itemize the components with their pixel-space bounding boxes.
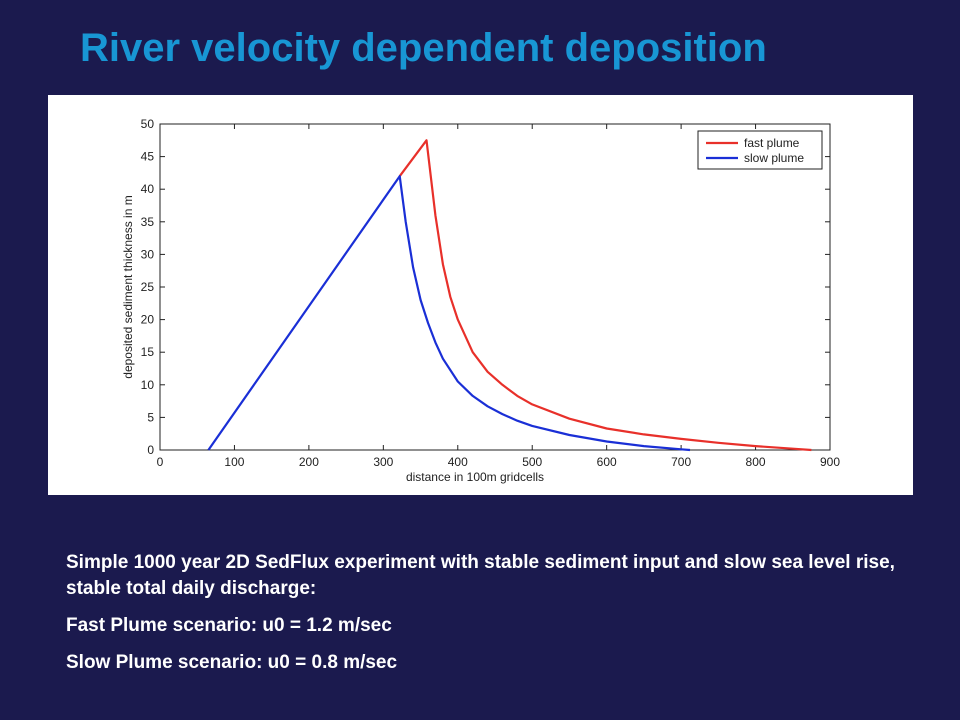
x-tick-label: 300	[373, 455, 393, 469]
x-tick-label: 500	[522, 455, 542, 469]
y-tick-label: 15	[141, 345, 155, 359]
y-tick-label: 20	[141, 313, 155, 327]
series-line-fast-plume	[398, 139, 812, 452]
experiment-description: Simple 1000 year 2D SedFlux experiment w…	[66, 552, 895, 599]
y-tick-label: 10	[141, 378, 155, 392]
x-tick-label: 400	[448, 455, 468, 469]
axes: 0 100 200 300 400 500 600 700 800 900 0 5 10 15 20 25 30…	[141, 117, 841, 469]
slow-plume-scenario: Slow Plume scenario: u0 = 0.8 m/sec	[66, 652, 398, 673]
y-axis-label: deposited sediment thickness in m	[121, 195, 135, 378]
y-tick-label: 0	[147, 443, 154, 457]
x-tick-label: 0	[157, 455, 164, 469]
y-tick-label: 25	[141, 280, 155, 294]
line-chart: 0 100 200 300 400 500 600 700 800 900 0 5 10 15 20 25 30…	[121, 117, 841, 484]
y-tick-label: 30	[141, 247, 155, 261]
x-tick-label: 600	[597, 455, 617, 469]
y-tick-label: 50	[141, 117, 155, 131]
fast-plume-scenario: Fast Plume scenario: u0 = 1.2 m/sec	[66, 615, 392, 636]
y-tick-label: 45	[141, 150, 155, 164]
slide-title: River velocity dependent deposition	[80, 26, 767, 70]
legend-entry: fast plume	[744, 136, 800, 150]
y-tick-label: 40	[141, 182, 155, 196]
plot-frame	[159, 123, 831, 451]
x-tick-label: 700	[671, 455, 691, 469]
legend-entry: slow plume	[744, 151, 804, 165]
y-tick-label: 5	[147, 410, 154, 424]
chart-panel: 0 100 200 300 400 500 600 700 800 900 0 5 10 15 20 25 30…	[48, 95, 913, 495]
y-tick-label: 35	[141, 215, 155, 229]
x-axis-label: distance in 100m gridcells	[406, 470, 544, 484]
x-tick-label: 800	[746, 455, 766, 469]
x-tick-label: 200	[299, 455, 319, 469]
legend-box	[697, 130, 823, 170]
series-layer	[207, 139, 812, 452]
x-tick-label: 900	[820, 455, 840, 469]
series-line-slow-plume	[207, 175, 691, 452]
x-tick-label: 100	[224, 455, 244, 469]
slide-body: Simple 1000 year 2D SedFlux experiment w…	[66, 550, 906, 687]
